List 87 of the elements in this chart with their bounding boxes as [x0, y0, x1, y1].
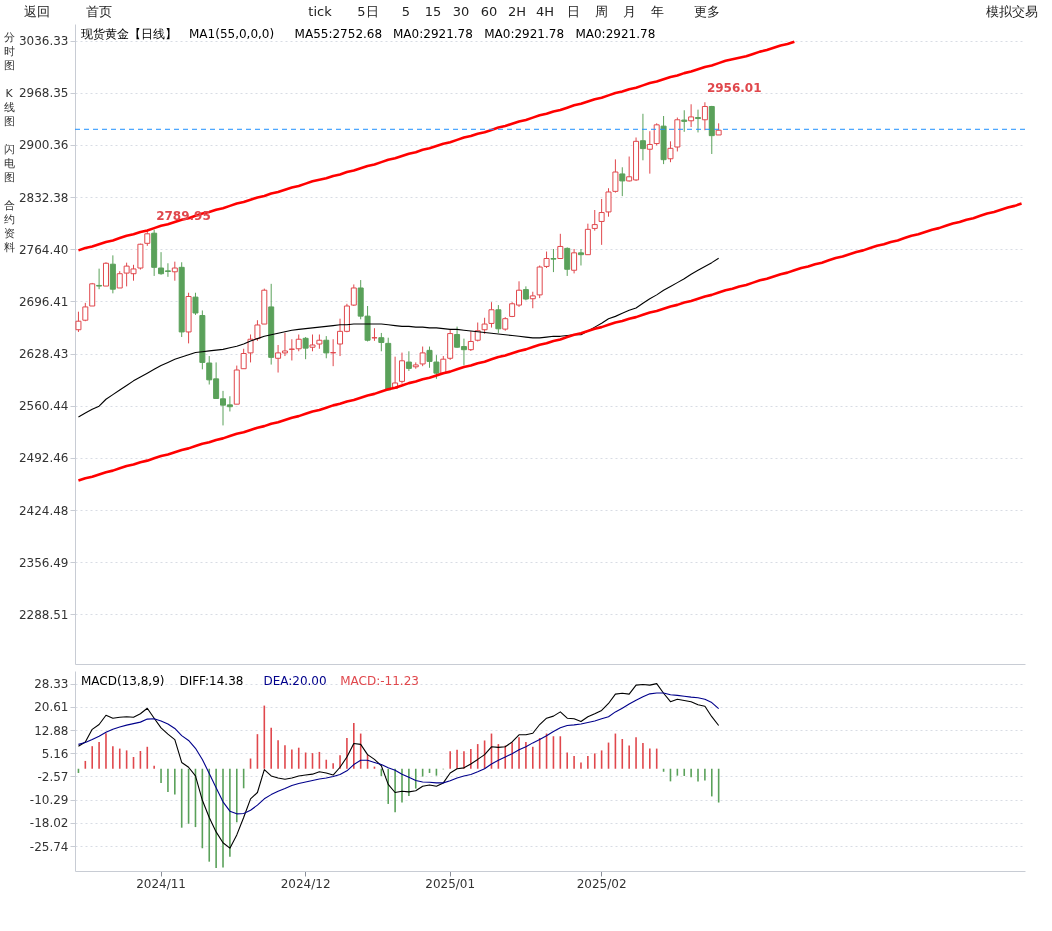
x-tick-label: 2025/02	[576, 876, 627, 891]
candlestick	[681, 109, 688, 133]
text: 模拟交易	[986, 4, 1038, 19]
candlestick	[695, 109, 702, 133]
y-tick-label: 2900.36	[18, 138, 69, 153]
text: 闪电图	[3, 143, 15, 184]
text: K线图	[3, 87, 15, 128]
text: 5	[401, 4, 411, 19]
candlestick	[667, 140, 674, 163]
line-series	[77, 692, 720, 815]
candlestick	[639, 113, 646, 161]
candlestick	[75, 311, 82, 333]
text: DEA:20.00	[263, 674, 327, 688]
text: 返回	[24, 4, 50, 19]
candlestick	[378, 332, 385, 352]
candlestick	[550, 248, 557, 273]
candlestick	[330, 338, 337, 367]
x-tick-label: 2025/01	[425, 876, 476, 891]
text: 分时图	[3, 31, 15, 72]
y-tick-label: 3036.33	[18, 34, 69, 49]
candlestick	[323, 335, 330, 359]
text: MACD:-11.23	[340, 674, 419, 688]
y-tick-label: 2424.48	[18, 503, 69, 518]
candlestick	[171, 261, 178, 282]
text: 周	[594, 4, 608, 19]
candlestick	[577, 248, 584, 266]
text: 年	[650, 4, 664, 19]
candlestick	[619, 166, 626, 197]
y-tick-label: -25.74	[29, 839, 69, 854]
candlestick	[646, 130, 653, 175]
text: 2H	[507, 4, 527, 19]
chart-title: 现货黄金【日线】	[81, 27, 177, 41]
candlestick	[571, 248, 578, 274]
y-tick-label: 2696.41	[18, 294, 69, 309]
annotation: MA0:2921.78	[484, 27, 565, 41]
y-tick-label: 2288.51	[18, 608, 69, 622]
text: 5日	[357, 4, 379, 19]
text: 4H	[535, 4, 555, 19]
y-tick-label: -2.57	[37, 769, 69, 784]
y-tick-label: 2764.40	[18, 242, 69, 257]
candlestick	[102, 261, 109, 287]
x-tick-label: 2024/11	[136, 876, 186, 891]
y-tick-label: 28.33	[34, 677, 69, 692]
y-tick-label: 2356.49	[18, 555, 69, 570]
candlestick	[467, 330, 474, 352]
annotation: MA0:2921.78	[575, 27, 656, 41]
candlestick	[688, 103, 695, 128]
text: 15	[424, 4, 442, 19]
y-tick-label: 2560.44	[18, 399, 69, 414]
candlestick	[192, 292, 199, 316]
candlestick	[398, 352, 405, 385]
y-tick-label: -18.02	[29, 816, 69, 831]
annotation: MA1(55,0,0,0)	[189, 27, 275, 41]
line-series	[77, 202, 1023, 482]
candlestick	[564, 246, 571, 277]
text: 首页	[86, 4, 112, 19]
y-tick-label: 2968.35	[18, 86, 69, 101]
text: MA55:2752.68	[294, 27, 383, 41]
chart-title: MACD(13,8,9)	[81, 674, 165, 688]
text: 日	[566, 4, 580, 19]
y-tick-label: 5.16	[41, 746, 69, 761]
candlestick	[96, 268, 103, 290]
text: 2956.01	[706, 81, 762, 96]
line-series	[77, 40, 796, 252]
candlestick	[557, 233, 564, 260]
text: DIFF:14.38	[179, 674, 244, 688]
y-tick-label: 2832.38	[18, 190, 69, 205]
y-tick-label: 2492.46	[18, 451, 69, 466]
y-tick-label: 2628.43	[18, 347, 69, 362]
candlestick	[591, 209, 598, 232]
candlestick	[701, 101, 708, 131]
x-tick-label: 2024/12	[280, 876, 331, 891]
text: 30	[452, 4, 470, 19]
candlestick	[495, 304, 502, 334]
candlestick	[405, 350, 412, 372]
candlestick	[653, 122, 660, 146]
text: 月	[622, 4, 636, 19]
text: 合约资料	[3, 199, 15, 254]
y-tick-label: -10.29	[29, 793, 69, 808]
candlestick	[302, 336, 309, 360]
annotation: MA0:2921.78	[393, 27, 473, 41]
y-tick-label: 20.61	[34, 700, 69, 715]
text: 更多	[694, 4, 720, 19]
line-series	[77, 257, 720, 418]
text: 60	[480, 4, 498, 19]
text: tick	[308, 4, 333, 19]
y-tick-label: 12.88	[34, 723, 69, 738]
